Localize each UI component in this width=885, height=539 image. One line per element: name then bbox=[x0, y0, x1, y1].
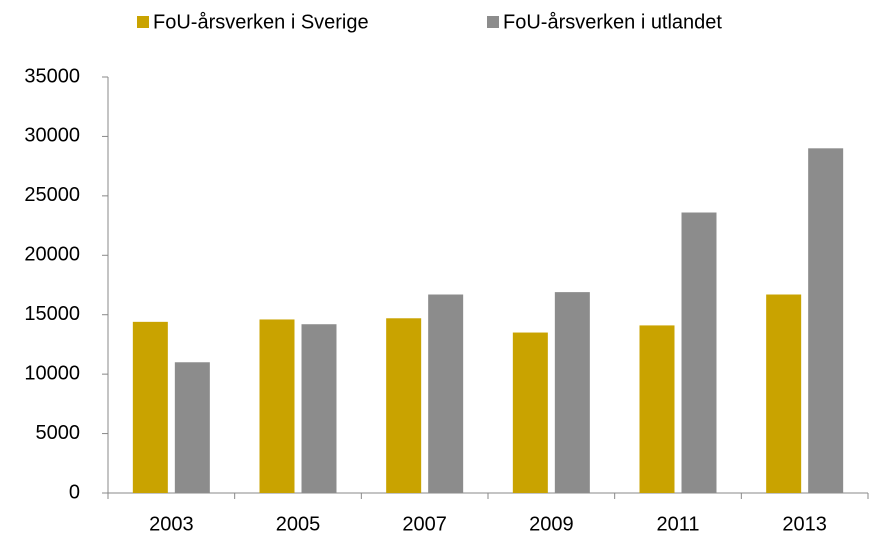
legend-label: FoU-årsverken i utlandet bbox=[503, 11, 722, 33]
y-tick-label: 5000 bbox=[36, 422, 81, 444]
x-tick-label: 2007 bbox=[402, 513, 447, 535]
y-tick-label: 20000 bbox=[24, 244, 80, 266]
y-tick-label: 30000 bbox=[24, 125, 80, 147]
y-tick-label: 15000 bbox=[24, 303, 80, 325]
bar bbox=[428, 294, 464, 493]
bar bbox=[808, 148, 844, 494]
bar bbox=[174, 362, 210, 493]
x-tick-label: 2003 bbox=[149, 513, 194, 535]
legend-swatch bbox=[487, 16, 499, 28]
y-tick-label: 0 bbox=[69, 481, 80, 503]
bar bbox=[132, 321, 168, 493]
bar bbox=[554, 292, 590, 493]
x-tick-label: 2005 bbox=[276, 513, 321, 535]
x-tick-label: 2011 bbox=[656, 513, 699, 535]
bar bbox=[301, 324, 337, 493]
y-tick-label: 10000 bbox=[24, 362, 80, 384]
y-tick-label: 35000 bbox=[24, 65, 80, 87]
x-tick-label: 2009 bbox=[529, 513, 574, 535]
bar bbox=[386, 318, 422, 493]
bar bbox=[259, 319, 295, 493]
legend-swatch bbox=[137, 16, 149, 28]
y-tick-label: 25000 bbox=[24, 184, 80, 206]
x-tick-label: 2013 bbox=[782, 513, 827, 535]
bar bbox=[639, 325, 675, 493]
bar bbox=[766, 294, 802, 493]
bar bbox=[681, 212, 717, 494]
legend-label: FoU-årsverken i Sverige bbox=[153, 11, 369, 33]
bar bbox=[512, 332, 548, 493]
